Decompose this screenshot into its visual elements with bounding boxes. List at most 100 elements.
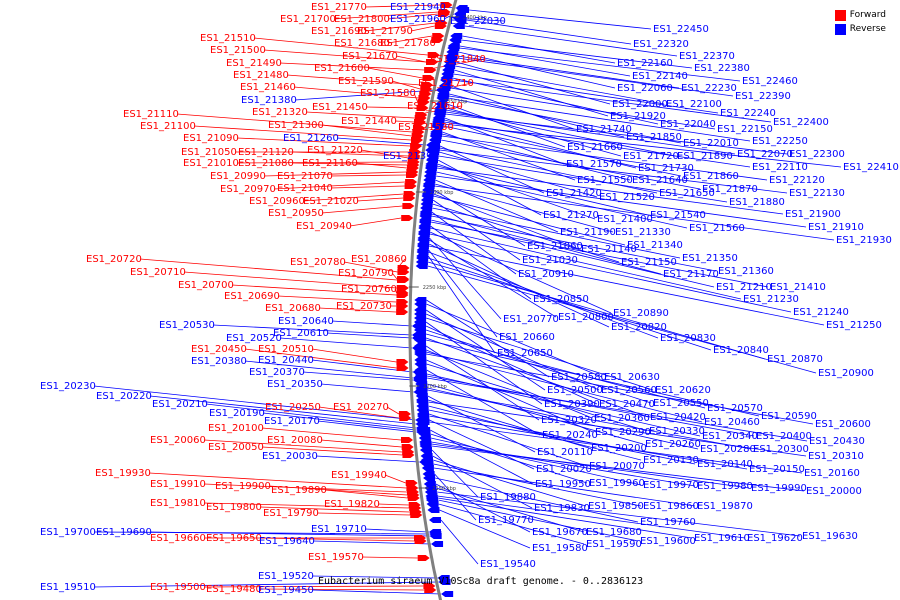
connector-line	[148, 472, 407, 489]
gene-label: ES1_21680	[334, 38, 390, 49]
gene-label: ES1_20610	[273, 328, 329, 339]
gene-label: ES1_22460	[742, 76, 798, 87]
gene-label: ES1_21880	[729, 197, 785, 208]
connector-line	[263, 171, 407, 177]
gene-label: ES1_21160	[302, 158, 358, 169]
gene-label: ES1_21210	[716, 282, 772, 293]
gene-label: ES1_20380	[191, 356, 247, 367]
connector-line	[294, 89, 437, 101]
gene-label: ES1_20270	[333, 402, 389, 413]
connector-line	[364, 22, 436, 32]
gene-label: ES1_21400	[597, 214, 653, 225]
connector-line	[429, 231, 612, 314]
connector-line	[149, 395, 416, 425]
gene-label: ES1_21540	[650, 210, 706, 221]
gene-label: ES1_21660	[567, 142, 623, 153]
connector-line	[324, 489, 408, 499]
gene-label: ES1_22070	[737, 149, 793, 160]
gene-label: ES1_22390	[735, 91, 791, 102]
gene-label: ES1_22370	[679, 51, 735, 62]
connector-line	[318, 406, 400, 419]
reverse-gene-arrow	[429, 137, 442, 143]
connector-line	[311, 575, 438, 579]
connector-line	[244, 348, 397, 369]
gene-label: ES1_19830	[534, 503, 590, 514]
connector-line	[291, 162, 408, 166]
connector-line	[317, 420, 417, 433]
connector-line	[316, 512, 411, 516]
connector-line	[426, 353, 814, 425]
gene-label: ES1_21190	[560, 227, 616, 238]
gene-label: ES1_20960	[249, 196, 305, 207]
gene-label: ES1_19890	[271, 485, 327, 496]
gene-label: ES1_20350	[267, 379, 323, 390]
connector-line	[469, 9, 652, 30]
connector-line	[279, 337, 413, 349]
gene-label: ES1_20000	[806, 486, 862, 497]
connector-line	[434, 473, 477, 521]
gene-label: ES1_20700	[178, 280, 234, 291]
connector-line	[391, 272, 398, 280]
gene-label: ES1_19900	[215, 481, 271, 492]
reverse-gene-arrow	[426, 501, 439, 507]
connector-line	[436, 171, 688, 229]
connector-line	[448, 95, 751, 142]
connector-line	[437, 495, 746, 539]
gene-label: ES1_19810	[150, 498, 206, 509]
gene-label: ES1_21560	[689, 223, 745, 234]
legend-reverse-label: Reverse	[849, 24, 886, 34]
gene-label: ES1_21060	[527, 241, 583, 252]
forward-gene-arrow	[401, 437, 414, 443]
connector-line	[437, 163, 596, 220]
reverse-swatch	[834, 23, 846, 35]
tick-label: 2300 kbp	[430, 190, 454, 196]
connector-line	[356, 197, 404, 202]
connector-line	[430, 221, 769, 288]
forward-gene-arrow	[417, 555, 430, 561]
gene-label: ES1_20940	[296, 221, 352, 232]
gene-label: ES1_20400	[756, 431, 812, 442]
connector-line	[427, 383, 644, 445]
gene-label: ES1_20340	[702, 431, 758, 442]
forward-gene-arrow	[431, 37, 444, 43]
connector-line	[439, 151, 598, 198]
connector-line	[212, 324, 413, 336]
reverse-gene-arrow	[414, 301, 427, 307]
forward-gene-arrow	[401, 444, 414, 450]
connector-line	[426, 349, 593, 419]
connector-line	[426, 351, 703, 423]
forward-gene-arrow	[405, 172, 418, 178]
gene-label: ES1_19520	[258, 571, 314, 582]
connector-line	[259, 588, 425, 591]
gene-label: ES1_21550	[577, 175, 633, 186]
gene-label: ES1_21490	[226, 58, 282, 69]
connector-line	[343, 261, 398, 273]
reverse-gene-arrow	[414, 351, 427, 357]
gene-label: ES1_19930	[95, 468, 151, 479]
gene-label: ES1_20600	[815, 419, 871, 430]
connector-line	[437, 159, 542, 216]
gene-label: ES1_22030	[450, 16, 506, 27]
connector-line	[279, 62, 425, 71]
gene-label: ES1_20450	[191, 344, 247, 355]
connector-line	[428, 257, 712, 351]
gene-label: ES1_21960	[390, 14, 446, 25]
connector-line	[436, 491, 801, 537]
gene-label: ES1_22000	[612, 99, 668, 110]
gene-label: ES1_21530	[398, 122, 454, 133]
gene-label: ES1_19880	[480, 492, 536, 503]
gene-label: ES1_21320	[252, 107, 308, 118]
connector-line	[427, 265, 817, 374]
gene-label: ES1_21330	[615, 227, 671, 238]
connector-line	[461, 39, 693, 69]
legend-reverse: Reverse	[834, 22, 886, 36]
forward-gene-arrow	[422, 75, 435, 81]
gene-label: ES1_20160	[804, 468, 860, 479]
connector-line	[293, 86, 419, 99]
tick-label: 2350 kbp	[444, 99, 468, 105]
gene-label: ES1_21240	[793, 307, 849, 318]
gene-label: ES1_22100	[666, 99, 722, 110]
connector-line	[455, 65, 665, 105]
gene-label: ES1_19790	[263, 508, 319, 519]
gene-label: ES1_20460	[704, 417, 760, 428]
